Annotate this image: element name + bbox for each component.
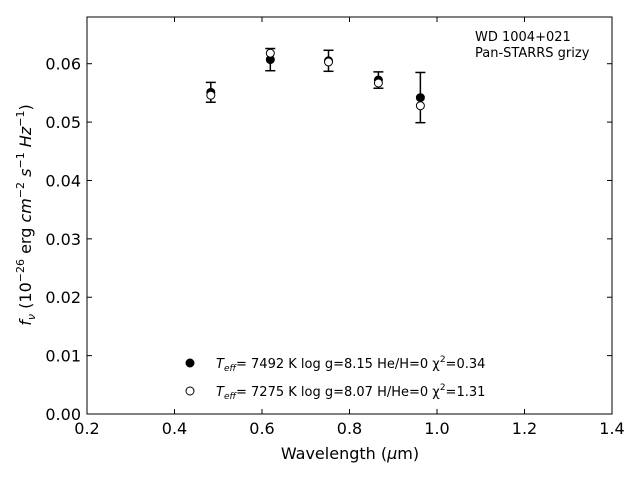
- y-tick-label: 0.06: [45, 55, 81, 74]
- x-tick-label: 1.4: [599, 419, 624, 438]
- legend-marker-1: [185, 358, 195, 368]
- legend-label-2: Teff= 7275 K log g=8.07 H/He=0 χ2=1.31: [216, 383, 485, 402]
- legend-label-1: Teff= 7492 K log g=8.15 He/H=0 χ2=0.34: [216, 355, 485, 374]
- y-axis-label: fν (10−26 erg cm−2 s−1 Hz−1): [14, 104, 38, 325]
- x-tick-label: 1.2: [512, 419, 537, 438]
- annotation-line-1: WD 1004+021: [475, 30, 571, 45]
- markers: [206, 48, 425, 111]
- marker-filled-point: [415, 93, 425, 103]
- annotation-line-2: Pan-STARRS grizy: [475, 46, 590, 61]
- x-tick-label: 0.8: [337, 419, 362, 438]
- marker-open-point: [324, 57, 333, 67]
- legend-marker-2: [185, 386, 195, 396]
- x-tick-label: 0.2: [74, 419, 99, 438]
- ticks: 0.2 0.4 0.6 0.8 1.0 1.2 1.4 0.00 0.01 0.02 0.03 0.0…: [45, 17, 625, 438]
- y-tick-label: 0.04: [45, 171, 81, 190]
- marker-open-point: [373, 78, 383, 88]
- y-tick-label: 0.03: [45, 230, 81, 249]
- y-tick-label: 0.05: [45, 113, 81, 132]
- marker-open-point: [265, 48, 275, 58]
- x-tick-label: 1.0: [424, 419, 449, 438]
- legend: Teff= 7492 K log g=8.15 He/H=0 χ2=0.34 Te…: [185, 355, 485, 402]
- x-tick-label: 0.4: [162, 419, 187, 438]
- plot-background: [87, 17, 612, 414]
- x-axis-label: Wavelength (μm): [281, 444, 419, 463]
- y-tick-label: 0.02: [45, 288, 81, 307]
- plot-frame: [86, 16, 613, 415]
- y-tick-label: 0.00: [45, 405, 81, 424]
- marker-open-point: [206, 90, 216, 100]
- y-tick-label: 0.01: [45, 347, 81, 366]
- x-tick-label: 0.6: [249, 419, 274, 438]
- marker-open-point: [415, 101, 425, 111]
